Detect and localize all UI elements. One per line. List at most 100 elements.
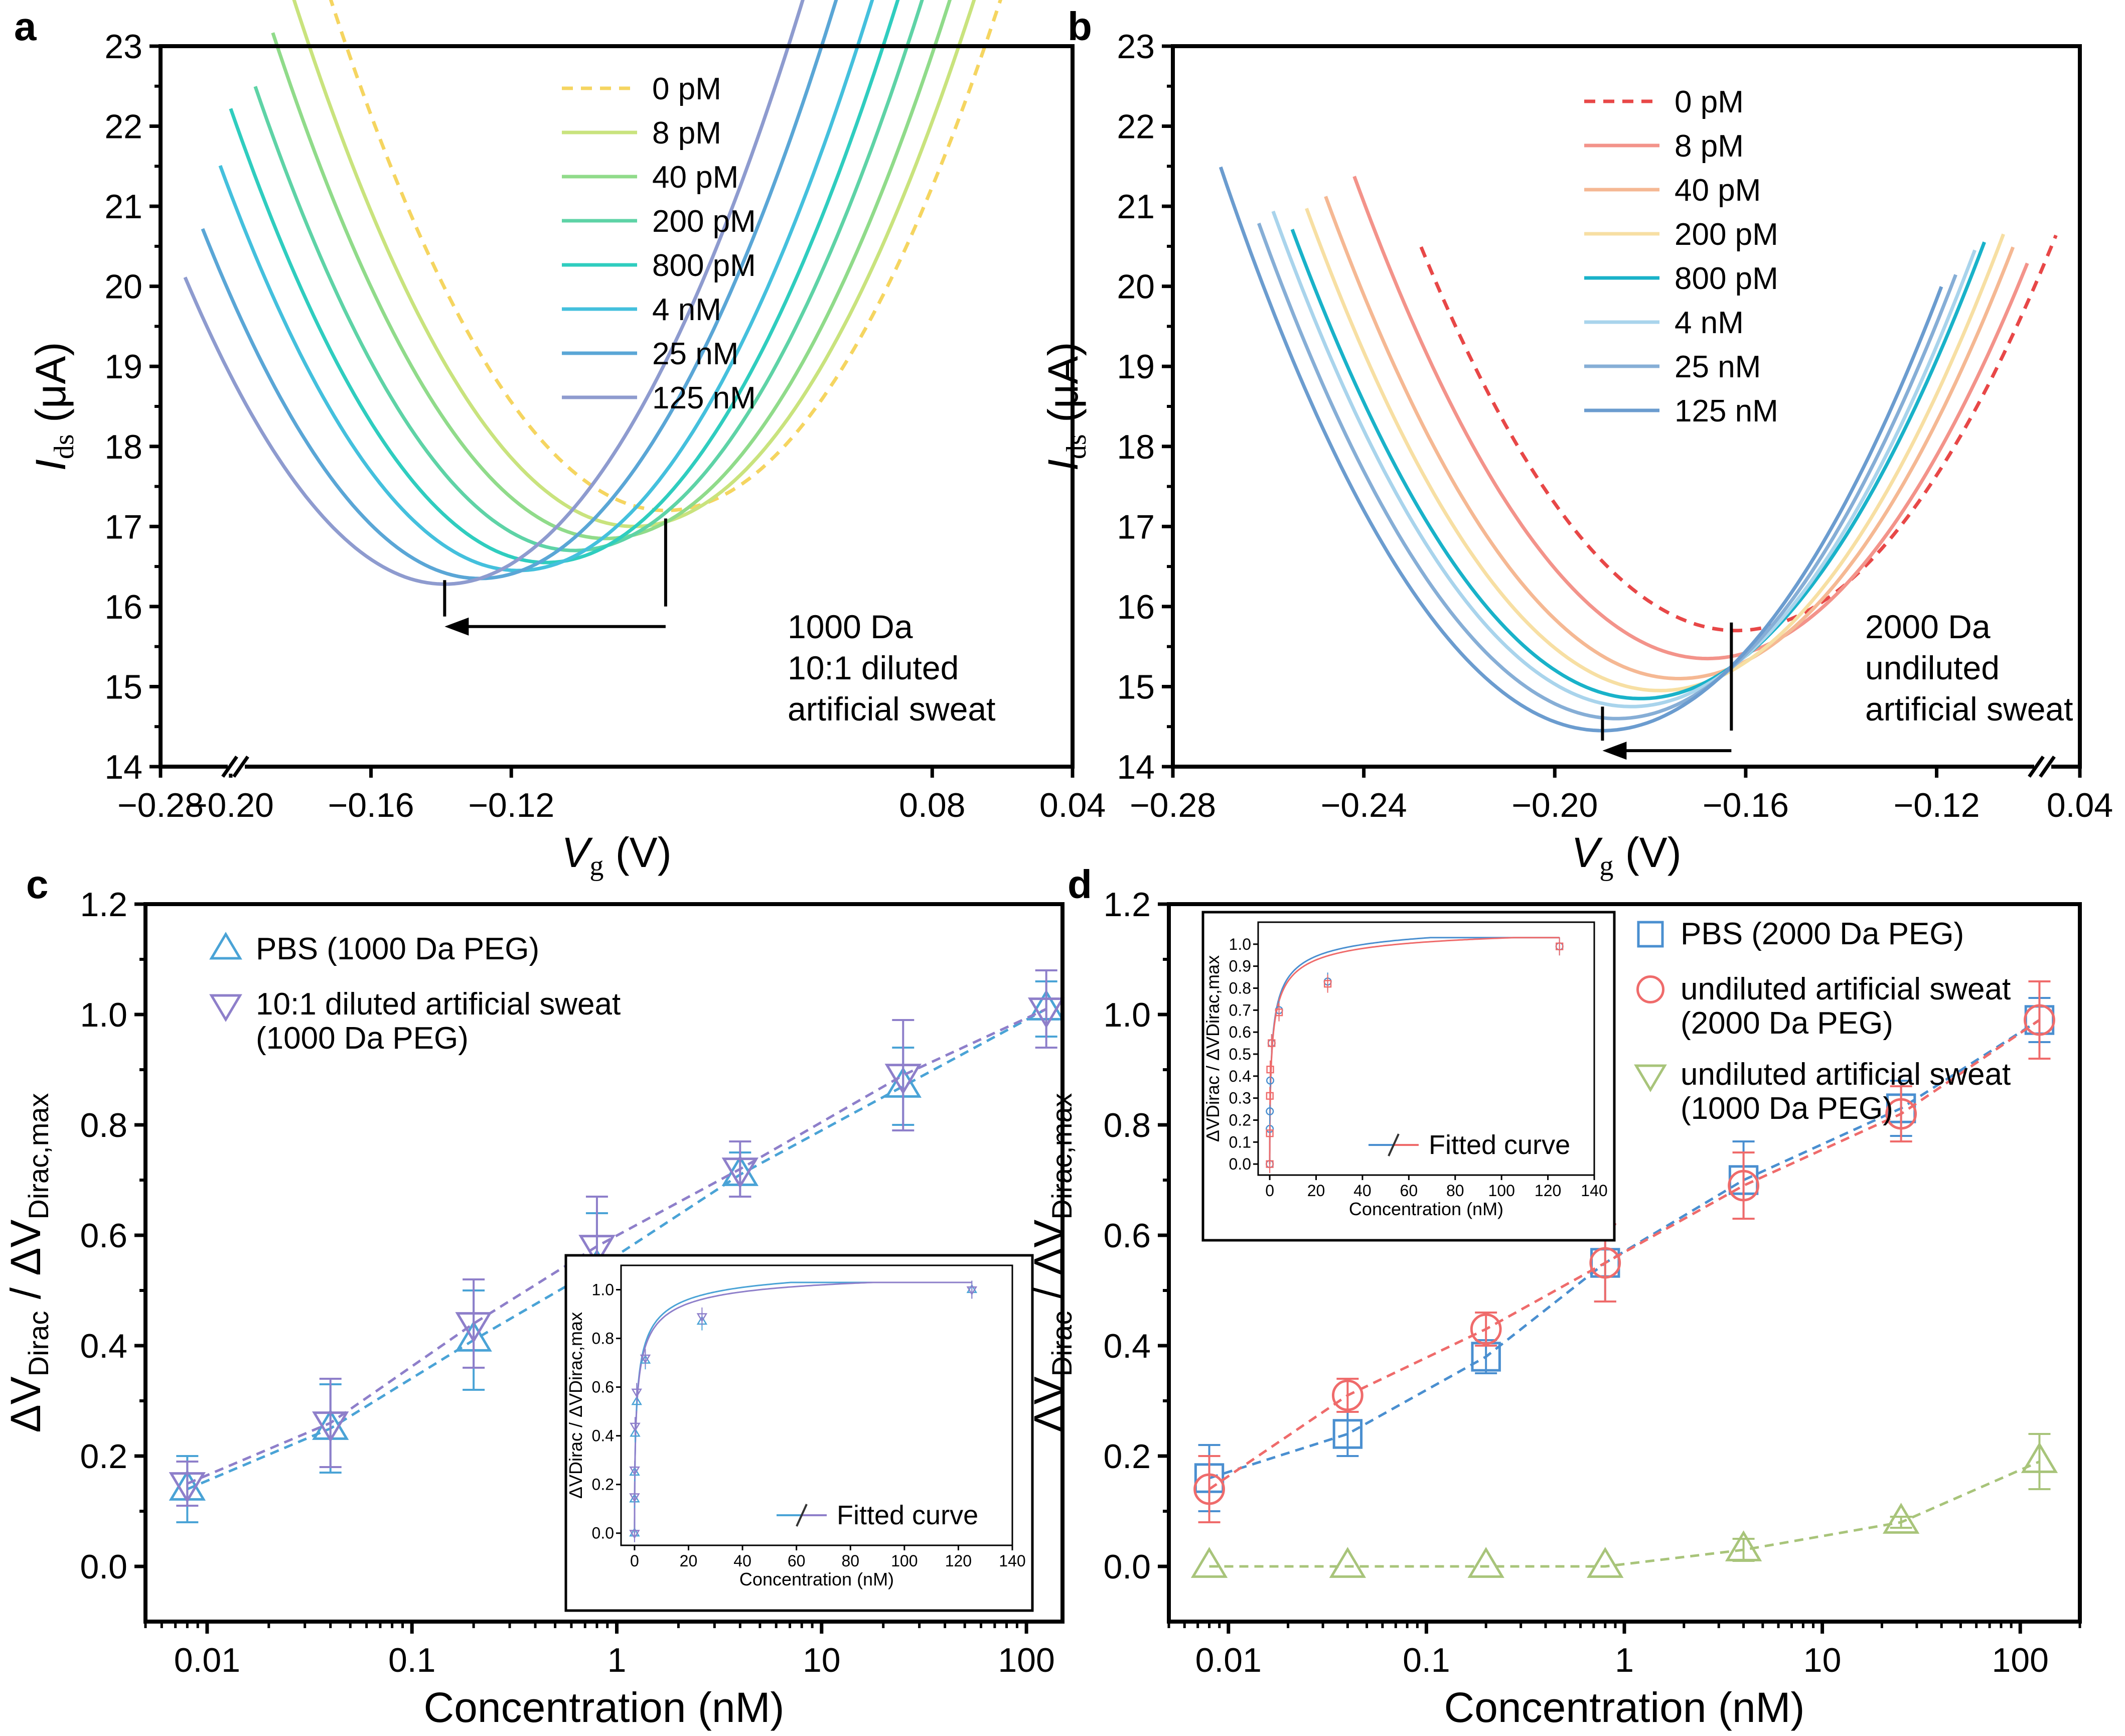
- legend-label-b: 125 nM: [1675, 394, 1778, 428]
- ytick-label-c: 0.0: [80, 1548, 127, 1586]
- data-point-d: [2024, 1004, 2055, 1036]
- curve-a-40pM: [271, 0, 952, 540]
- y-axis-title-b: Ids (μA): [1039, 342, 1092, 471]
- inset-xtick-label-d: 40: [1353, 1182, 1372, 1200]
- data-point-d: [1331, 1379, 1363, 1411]
- inset-xtick-label-c: 0: [630, 1552, 639, 1570]
- inset-ytick-label-d: 0.4: [1229, 1067, 1251, 1085]
- legend-label-b: 8 pM: [1675, 129, 1744, 164]
- inset-point-d: [1266, 1129, 1274, 1137]
- ytick-label-b: 18: [1117, 428, 1155, 466]
- curve-b-25nM: [1257, 222, 1957, 720]
- ytick-label-a: 18: [104, 428, 142, 466]
- legend-label-b: 800 pM: [1675, 261, 1778, 296]
- inset-point-c: [631, 1396, 642, 1405]
- inset-point-d: [1266, 1092, 1274, 1100]
- inset-ytick-label-d: 0.6: [1229, 1023, 1251, 1041]
- inset-point-d: [1275, 1008, 1283, 1017]
- curve-a-200pM: [253, 0, 924, 552]
- inset-point-c: [966, 1286, 978, 1295]
- xtick-label-b: −0.28: [1130, 786, 1216, 824]
- legend-label-c: PBS (1000 Da PEG): [256, 932, 539, 966]
- x-axis-title-a: Vg (V): [561, 829, 671, 882]
- panel-c: c0.00.20.40.60.81.01.20.01 0.1 1 10 100Conce…: [2, 862, 1065, 1731]
- ytick-label-b: 19: [1117, 348, 1155, 386]
- inset-point-d: [1323, 980, 1332, 988]
- x-axis-title-sub: g: [589, 850, 603, 882]
- shift-arrow-head-b: [1602, 742, 1627, 760]
- data-point-d: [1193, 1473, 1225, 1505]
- annotation-b: undiluted: [1865, 649, 2000, 686]
- ytick-label-a: 21: [104, 188, 142, 226]
- curve-b-125nM: [1219, 166, 1943, 733]
- xtick-label-c: 1: [608, 1641, 627, 1679]
- inset-xtick-label-d: 20: [1307, 1182, 1325, 1200]
- ytick-label-a: 22: [104, 108, 142, 146]
- curve-b-8pM: [1352, 176, 2029, 661]
- xtick-label-c: 100: [998, 1641, 1054, 1679]
- curve-b-40pM: [1324, 196, 2015, 681]
- ytick-label-d: 1.2: [1103, 886, 1151, 924]
- data-point-d: [1467, 1547, 1504, 1578]
- data-point-d: [1885, 1098, 1917, 1130]
- inset-ytick-label-d: 0.5: [1229, 1045, 1251, 1063]
- ytick-label-d: 1.0: [1103, 996, 1151, 1034]
- data-point-d: [1190, 1547, 1228, 1578]
- inset-point-c: [630, 1427, 641, 1437]
- xtick-label-a: −0.28: [117, 786, 204, 824]
- inset-xtick-label-d: 120: [1535, 1182, 1561, 1200]
- annotation-a: 10:1 diluted: [788, 649, 959, 686]
- axis-break-b: [2028, 755, 2045, 778]
- curve-b-4nM: [1271, 210, 1977, 708]
- legend-label-b: 200 pM: [1675, 217, 1778, 252]
- ytick-label-a: 16: [104, 588, 142, 626]
- legend-marker-d: [1637, 921, 1664, 948]
- y-axis-title-sub2: Dirac,max: [23, 1093, 54, 1219]
- legend-label-a: 125 nM: [652, 381, 756, 415]
- legend-label-b: 25 nM: [1675, 350, 1761, 384]
- ytick-label-b: 20: [1117, 268, 1155, 306]
- panel-a: a 14 15 16 17 18 19 20 21 22 23 −0.28−0.20 −0.16 −0.1…: [14, 0, 1106, 882]
- xtick-label-b: −0.20: [1511, 786, 1598, 824]
- curve-a-4nM: [218, 0, 874, 572]
- data-point-d: [1728, 1170, 1759, 1202]
- data-point-c: [578, 1235, 616, 1266]
- legend-label-c: (1000 Da PEG): [256, 1021, 469, 1056]
- panel-d: d0.00.20.40.60.81.01.20.01 0.1 1 10 100Conce…: [1025, 862, 2082, 1731]
- annotation-a: 1000 Da: [788, 608, 913, 645]
- legend-label-a: 800 pM: [652, 248, 756, 283]
- curve-a-8pM: [292, 0, 976, 528]
- x-axis-title-unit: (V): [603, 829, 671, 876]
- inset-point-c: [696, 1313, 708, 1323]
- ytick-label-b: 15: [1117, 668, 1155, 706]
- xtick-label-b: −0.24: [1321, 786, 1407, 824]
- legend-marker-d: [1636, 975, 1664, 1003]
- inset-ytick-label-d: 0.9: [1229, 957, 1251, 975]
- data-point-d: [1882, 1503, 1920, 1534]
- inset-ylabel-d: ΔVDirac / ΔVDirac,max: [1202, 955, 1223, 1142]
- ytick-label-c: 0.8: [80, 1106, 127, 1144]
- legend-marker-c: [209, 932, 242, 960]
- inset-point-c: [630, 1422, 641, 1432]
- inset-point-d: [1266, 1107, 1274, 1115]
- legend-label-a: 25 nM: [652, 337, 738, 371]
- inset-xtick-label-d: 0: [1265, 1182, 1274, 1200]
- inset-xtick-label-c: 60: [788, 1552, 806, 1570]
- annotation-a: artificial sweat: [788, 690, 995, 728]
- panel-letter-a: a: [14, 4, 37, 49]
- y-axis-title-mid: / ΔV: [2, 1220, 49, 1311]
- data-point-c: [721, 1158, 759, 1189]
- xtick-label-d: 10: [1803, 1641, 1842, 1679]
- inset-ylabel-c: ΔVDirac / ΔVDirac,max: [565, 1312, 586, 1499]
- inset-ytick-label-d: 0.8: [1229, 979, 1251, 997]
- ytick-label-d: 0.8: [1103, 1106, 1151, 1144]
- legend-label-d: undiluted artificial sweat: [1681, 972, 2011, 1006]
- series-line-d: [1209, 1460, 2040, 1568]
- panel-b: b 14 15 16 17 18 19 20 21 22 23 −0.28 −0.24 −0.20 −0.1…: [1039, 4, 2113, 882]
- axis-break-a: [232, 755, 249, 778]
- inset-legend-slash-c: [796, 1504, 808, 1527]
- curve-a-125nM: [183, 0, 805, 586]
- xtick-label-a: −0.16: [328, 786, 414, 824]
- inset-ytick-label-c: 0.6: [592, 1378, 614, 1396]
